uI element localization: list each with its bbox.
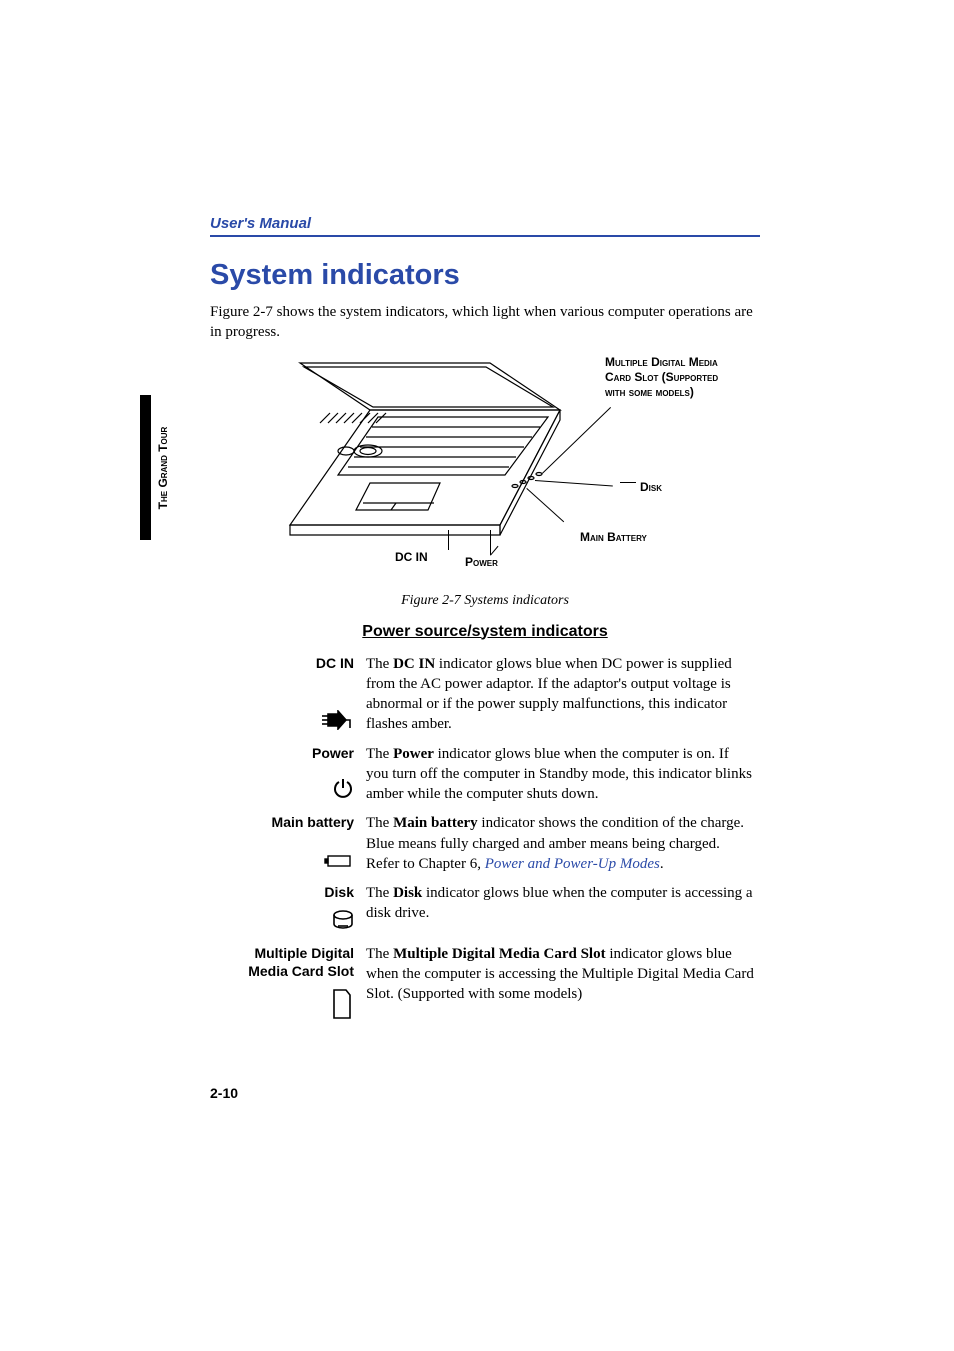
desc-text: The [366,746,393,762]
page-content: User's Manual System indicators Figure 2… [210,215,760,1031]
link-power-modes[interactable]: Power and Power-Up Modes [485,856,660,872]
desc-bold: Power [393,746,434,762]
laptop-illustration [260,355,600,545]
callout-power: Power [465,555,498,570]
label-power: Power [210,741,360,776]
label-disk: Disk [210,880,360,908]
subheading: Power source/system indicators [210,623,760,641]
desc-bold: Disk [393,885,422,901]
lead-line [620,482,636,483]
desc-bold: DC IN [393,656,435,672]
desc-disk: The Disk indicator glows blue when the c… [360,880,760,941]
side-tab: The Grand Tour [140,395,174,540]
desc-text: The [366,946,393,962]
page-title: System indicators [210,259,760,292]
desc-power: The Power indicator glows blue when the … [360,741,760,811]
desc-bold: Multiple Digital Media Card Slot [393,946,606,962]
callout-mdmc: Multiple Digital Media Card Slot (Suppor… [605,355,735,400]
desc-text: The [366,885,393,901]
desc-main-battery: The Main battery indicator shows the con… [360,810,760,880]
desc-text: The [366,656,393,672]
intro-paragraph: Figure 2-7 shows the system indicators, … [210,302,760,343]
battery-icon [210,852,360,880]
desc-bold: Main battery [393,815,478,831]
figure-caption: Figure 2-7 Systems indicators [210,593,760,609]
desc-text: indicator glows blue when the computer i… [366,885,753,921]
page-number: 2-10 [210,1085,238,1101]
side-tab-text: The Grand Tour [156,426,170,509]
callout-dc-in: DC IN [395,550,428,565]
power-icon [210,775,360,810]
figure-area: DC IN Power Main Battery Disk Multiple D… [220,355,750,575]
dc-in-icon [210,708,360,741]
table-row: Main battery The Main battery indicator … [210,810,760,852]
lead-line [490,530,491,555]
table-row: Power The Power indicator glows blue whe… [210,741,760,776]
table-row: Multiple Digital Media Card Slot The Mul… [210,941,760,986]
callout-main-battery: Main Battery [580,530,647,545]
label-mdmc: Multiple Digital Media Card Slot [210,941,360,986]
running-head: User's Manual [210,215,760,237]
table-row: DC IN The DC IN indicator glows blue whe… [210,651,760,708]
card-icon [210,986,360,1031]
label-main-battery: Main battery [210,810,360,852]
callout-disk: Disk [640,480,662,495]
lead-line [448,530,449,550]
desc-dc-in: The DC IN indicator glows blue when DC p… [360,651,760,741]
indicators-table: DC IN The DC IN indicator glows blue whe… [210,651,760,1032]
disk-icon [210,908,360,941]
table-row: Disk The Disk indicator glows blue when … [210,880,760,908]
desc-text: . [660,856,664,872]
label-dc-in: DC IN [210,651,360,708]
desc-mdmc: The Multiple Digital Media Card Slot ind… [360,941,760,1031]
desc-text: The [366,815,393,831]
